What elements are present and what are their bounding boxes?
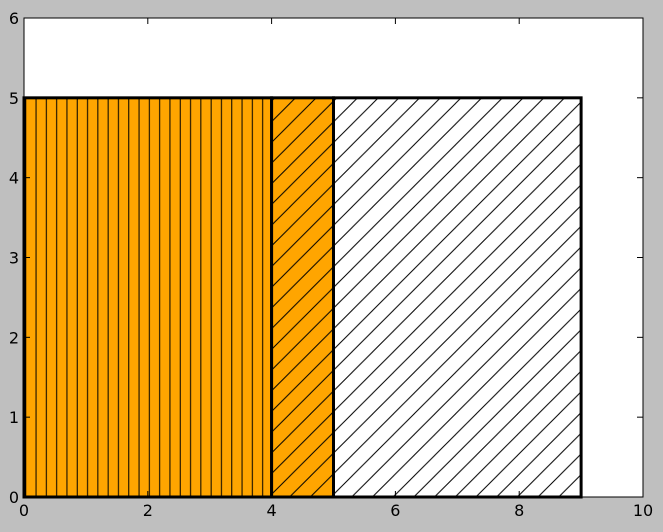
tick-labels-group: 0 2 4 6 8 10 0 1 2 3 4 5 6 bbox=[9, 9, 653, 520]
y-tick-label: 6 bbox=[9, 9, 19, 28]
x-tick-label: 2 bbox=[143, 501, 153, 520]
y-tick-label: 3 bbox=[9, 249, 19, 268]
y-tick-label: 1 bbox=[9, 408, 19, 427]
x-tick-label: 8 bbox=[514, 501, 524, 520]
x-tick-label: 6 bbox=[390, 501, 400, 520]
bar-hatch-vertical bbox=[22, 96, 274, 499]
bars-group bbox=[22, 96, 583, 499]
y-tick-label: 5 bbox=[9, 89, 19, 108]
bar-hatch-diagonal bbox=[270, 96, 336, 499]
x-tick-label: 10 bbox=[633, 501, 653, 520]
x-tick-label: 0 bbox=[19, 501, 29, 520]
bar-hatch-diagonal bbox=[332, 96, 583, 499]
bar-2 bbox=[270, 96, 336, 499]
x-tick-label: 4 bbox=[267, 501, 277, 520]
y-tick-label: 4 bbox=[9, 169, 19, 188]
bar-1 bbox=[22, 96, 274, 499]
bar-3 bbox=[332, 96, 583, 499]
y-tick-label: 0 bbox=[9, 488, 19, 507]
y-tick-label: 2 bbox=[9, 328, 19, 347]
axes-frame bbox=[23, 17, 644, 498]
